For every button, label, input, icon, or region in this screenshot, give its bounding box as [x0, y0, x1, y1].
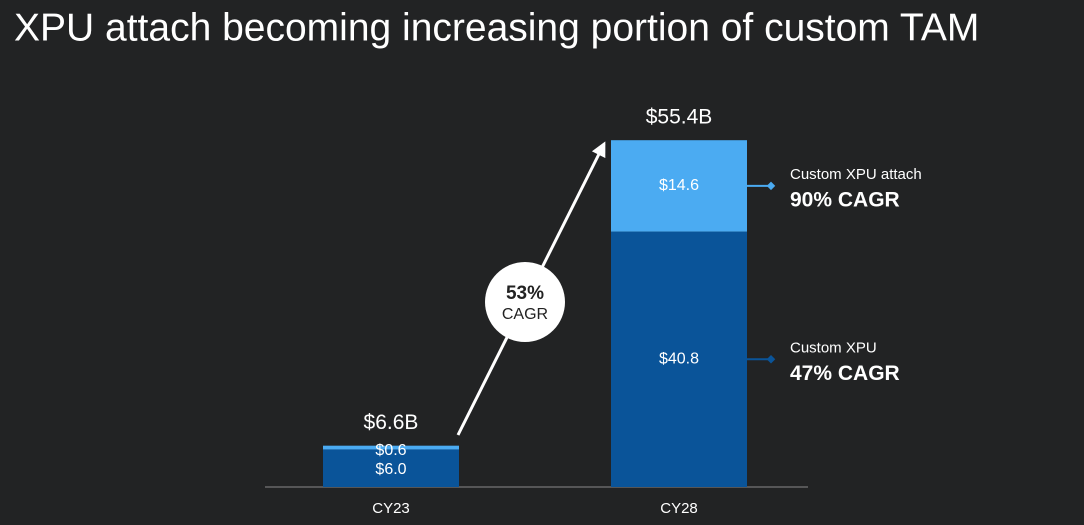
bar-segment	[611, 140, 747, 232]
legend-cagr: 47% CAGR	[790, 362, 900, 385]
total-label: $6.6B	[364, 411, 419, 434]
cagr-text: CAGR	[502, 306, 548, 323]
value-label: $40.8	[659, 351, 699, 368]
legend-marker	[766, 181, 776, 191]
total-label: $55.4B	[646, 106, 713, 129]
legend-cagr: 90% CAGR	[790, 188, 900, 211]
chart-title: XPU attach becoming increasing portion o…	[14, 6, 979, 49]
cagr-badge	[485, 262, 565, 342]
legend-label: Custom XPU attach	[790, 166, 922, 183]
value-label: $0.6	[375, 442, 406, 459]
value-label: $6.0	[375, 461, 406, 478]
value-label: $14.6	[659, 177, 699, 194]
legend-label: Custom XPU	[790, 339, 877, 356]
x-tick-label: CY28	[660, 500, 698, 517]
x-tick-label: CY23	[372, 500, 410, 517]
bar-segment	[323, 445, 459, 450]
bar-segment	[611, 231, 747, 487]
bar-segment	[323, 449, 459, 487]
cagr-value: 53%	[506, 283, 544, 304]
legend-marker	[766, 355, 776, 364]
